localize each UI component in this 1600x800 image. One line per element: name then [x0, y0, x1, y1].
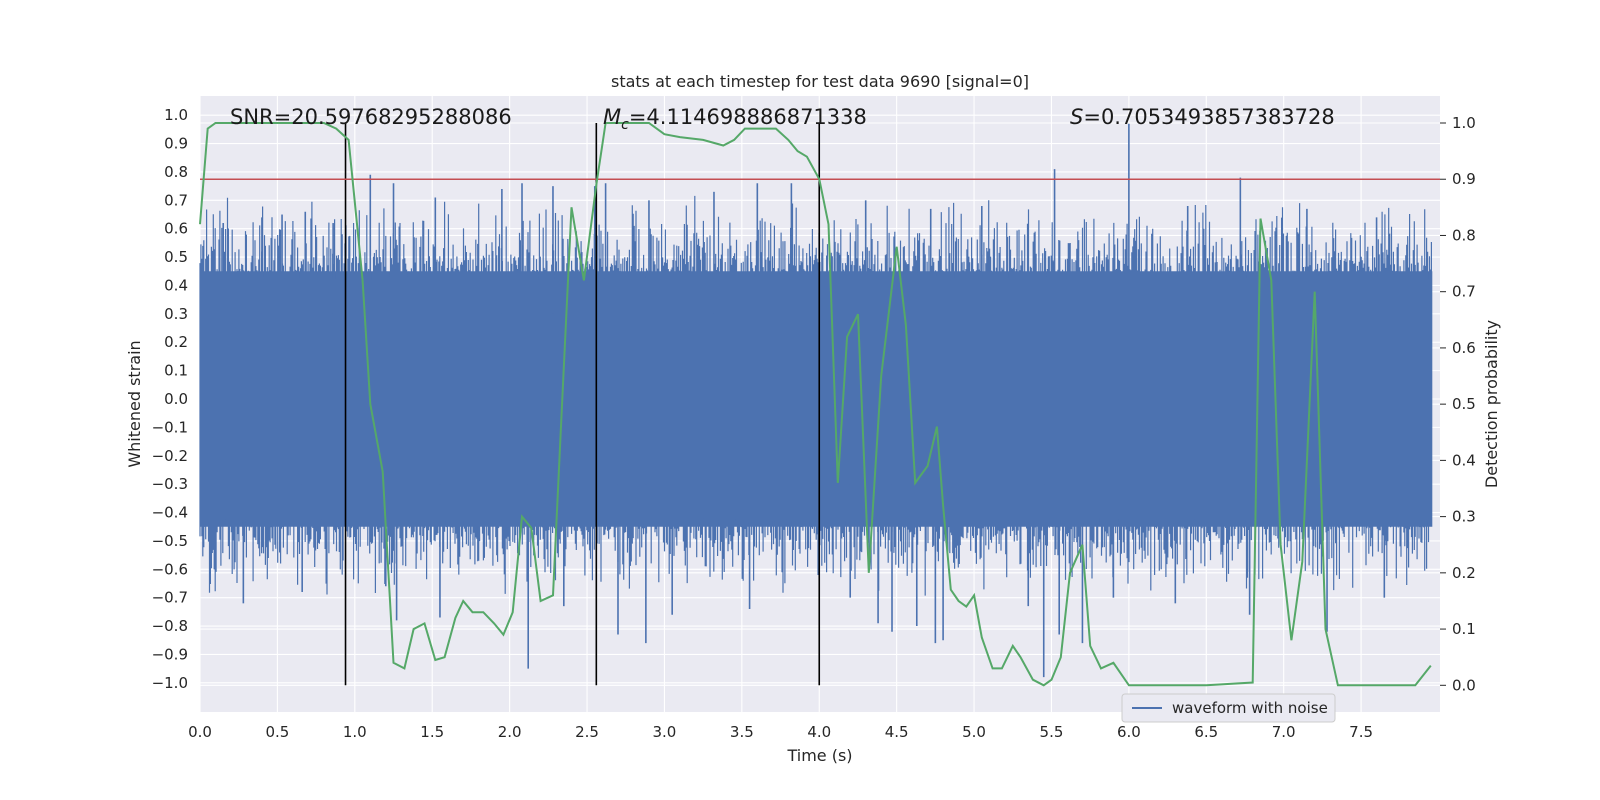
x-tick-label: 3.5	[730, 723, 754, 741]
x-tick-label: 4.0	[807, 723, 831, 741]
waveform-line	[199, 195, 1432, 596]
event-markers	[344, 123, 821, 686]
s-annotation: S=0.7053493857383728	[1070, 105, 1335, 129]
x-tick-label: 6.0	[1117, 723, 1141, 741]
probability-line	[199, 122, 1432, 687]
x-tick-label: 2.0	[498, 723, 522, 741]
y-tick-label: −0.2	[152, 447, 188, 465]
y-tick-label: −0.4	[152, 504, 188, 522]
y2-tick-label: 0.8	[1452, 226, 1476, 244]
y2-tick-label: 0.1	[1452, 620, 1476, 638]
x-tick-label: 0.0	[188, 723, 212, 741]
y-tick-label: −0.1	[152, 418, 188, 436]
y-ticks: 1.0 0.9 0.8 0.7 0.6 0.5 0.4 0.3 0.2 0.1 0.0 −0.1 −0.…	[152, 106, 188, 692]
x-ticks: 0.0 0.5 1.0 1.5 2.0 2.5 3.0 3.5 4.0 4.5 5.0 5.5 6.0 6…	[188, 723, 1373, 741]
y2-ticks: 1.0 0.9 0.8 0.7 0.6 0.5 0.4 0.3 0.2 0.1 0.0	[1440, 114, 1476, 694]
x-tick-label: 3.0	[653, 723, 677, 741]
probability-series	[199, 122, 1432, 687]
x-tick-label: 6.5	[1194, 723, 1218, 741]
mc-subscript: c	[621, 117, 629, 133]
y-tick-label: −0.8	[152, 617, 188, 635]
y2-tick-label: 0.0	[1452, 676, 1476, 694]
y2-tick-label: 0.9	[1452, 170, 1476, 188]
y-tick-label: −0.3	[152, 475, 188, 493]
x-tick-label: 1.0	[343, 723, 367, 741]
legend-label: waveform with noise	[1172, 699, 1328, 717]
y-tick-label: −0.6	[152, 560, 188, 578]
y2-tick-label: 0.7	[1452, 283, 1476, 301]
waveform-series	[199, 123, 1433, 678]
y-tick-label: −0.5	[152, 532, 188, 550]
x-tick-label: 7.0	[1272, 723, 1296, 741]
y-tick-label: 0.2	[164, 333, 188, 351]
y-tick-label: 0.6	[164, 220, 188, 238]
legend-box	[1121, 693, 1336, 723]
x-tick-label: 5.5	[1040, 723, 1064, 741]
y2-tick-label: 0.2	[1452, 564, 1476, 582]
y2-axis-label: Detection probability	[1482, 320, 1501, 488]
y-tick-label: −1.0	[152, 674, 188, 692]
x-tick-label: 4.5	[885, 723, 909, 741]
x-tick-label: 7.5	[1349, 723, 1373, 741]
x-tick-label: 0.5	[265, 723, 289, 741]
x-tick-label: 5.0	[962, 723, 986, 741]
y-tick-label: 0.1	[164, 362, 188, 380]
y-tick-label: 0.8	[164, 163, 188, 181]
y2-tick-label: 0.5	[1452, 395, 1476, 413]
y-tick-label: 1.0	[164, 106, 188, 124]
mc-symbol: M	[603, 105, 621, 129]
y-tick-label: 0.0	[164, 390, 188, 408]
chart-title: stats at each timestep for test data 969…	[611, 72, 1029, 91]
x-axis-label: Time (s)	[786, 746, 852, 765]
s-symbol: S	[1070, 105, 1083, 129]
y2-tick-label: 0.6	[1452, 339, 1476, 357]
y-tick-label: 0.3	[164, 305, 188, 323]
mc-annotation: Mc=4.114698886871338	[603, 105, 867, 133]
y-tick-label: −0.7	[152, 589, 188, 607]
x-tick-label: 2.5	[575, 723, 599, 741]
legend: waveform with noise	[1121, 693, 1336, 723]
y-tick-label: 0.4	[164, 276, 188, 294]
y2-tick-label: 0.3	[1452, 508, 1476, 526]
y-tick-label: −0.9	[152, 645, 188, 663]
y2-tick-label: 0.4	[1452, 451, 1476, 469]
x-tick-label: 1.5	[420, 723, 444, 741]
y2-tick-label: 1.0	[1452, 114, 1476, 132]
s-value: =0.7053493857383728	[1083, 105, 1334, 129]
y-axis-label: Whitened strain	[125, 340, 144, 467]
y-tick-label: 0.9	[164, 135, 188, 153]
mc-value: =4.114698886871338	[629, 105, 867, 129]
y-tick-label: 0.5	[164, 248, 188, 266]
snr-annotation: SNR=20.59768295288086	[230, 105, 512, 129]
y-tick-label: 0.7	[164, 191, 188, 209]
